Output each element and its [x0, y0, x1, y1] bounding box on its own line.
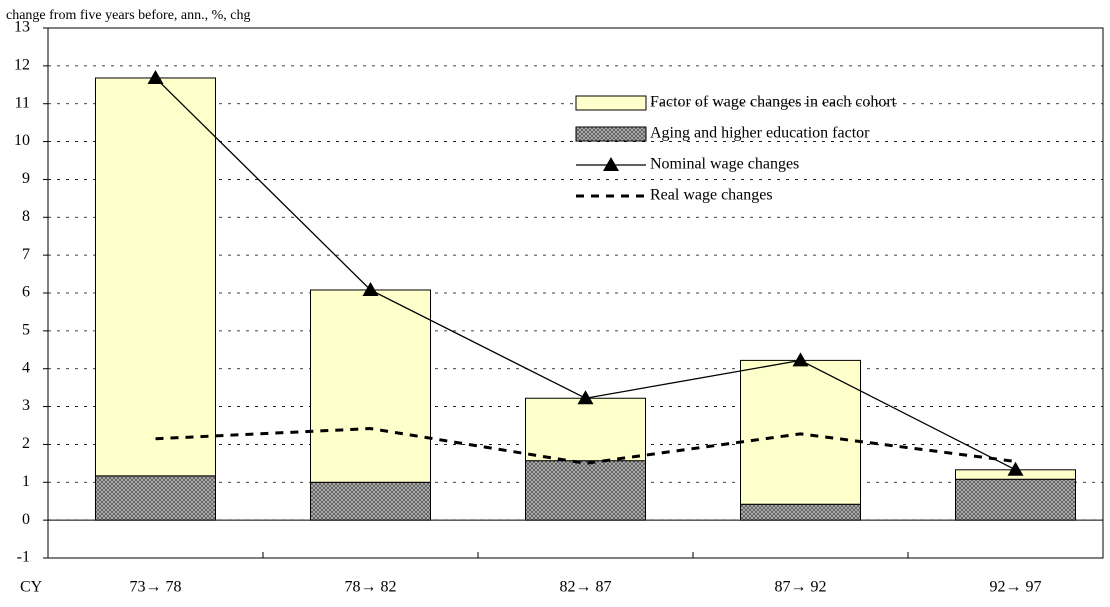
plot-frame: [47, 27, 1104, 559]
x-tick-label: 78→ 82: [345, 579, 397, 596]
y-tick-label: 12: [14, 57, 30, 74]
x-tick-label: 87→ 92: [775, 579, 827, 596]
y-tick-label: 6: [22, 284, 30, 301]
line-marker: [577, 390, 594, 405]
bar-segment: [740, 359, 861, 505]
bar-segment: [310, 289, 431, 483]
x-axis-label: CY: [20, 579, 43, 596]
line-marker: [362, 281, 379, 296]
legend-label: Real wage changes: [650, 187, 773, 204]
y-tick-label: 11: [15, 94, 30, 111]
y-tick-label: 7: [22, 246, 30, 263]
bar-segment: [95, 475, 216, 521]
bar-segment: [740, 503, 861, 521]
legend-label: Nominal wage changes: [650, 156, 799, 173]
x-tick-label: 73→ 78: [130, 579, 182, 596]
line-marker: [792, 352, 809, 367]
legend-marker: [603, 157, 619, 171]
y-tick-label: 8: [22, 208, 30, 225]
bar-segment: [525, 460, 646, 521]
y-tick-label: 5: [22, 322, 30, 339]
x-tick-label: 82→ 87: [560, 579, 612, 596]
line-marker: [1007, 461, 1024, 476]
bar-segment: [525, 397, 646, 462]
y-tick-label: 3: [22, 397, 30, 414]
legend-swatch: [575, 95, 647, 111]
legend-label: Factor of wage changes in each cohort: [650, 94, 897, 111]
line-marker: [147, 69, 164, 84]
bar-segment: [310, 481, 431, 521]
y-tick-label: 2: [22, 435, 30, 452]
y-tick-label: 13: [14, 19, 30, 36]
y-tick-label: 1: [22, 473, 30, 490]
x-tick-label: 92→ 97: [990, 579, 1042, 596]
y-axis-label: change from five years before, ann., %, …: [6, 8, 251, 23]
y-tick-label: 4: [22, 359, 30, 376]
y-tick-label: -1: [17, 549, 30, 566]
bar-segment: [955, 478, 1076, 521]
legend-label: Aging and higher education factor: [650, 125, 870, 142]
y-tick-label: 10: [14, 132, 30, 149]
y-tick-label: 9: [22, 170, 30, 187]
y-tick-label: 0: [22, 511, 30, 528]
real-wage-line: [155, 427, 1016, 465]
legend-swatch: [575, 126, 647, 142]
bar-segment: [95, 77, 216, 477]
